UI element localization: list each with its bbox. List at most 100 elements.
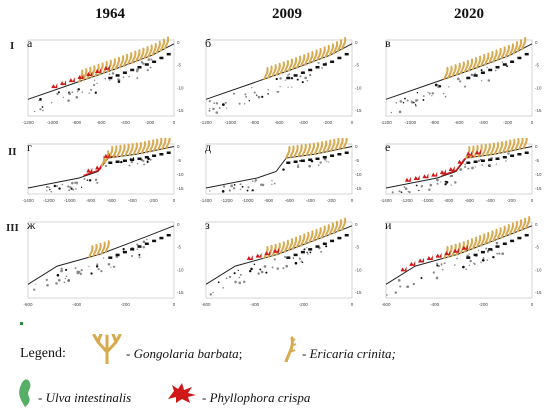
phyllophora-mark [422,173,429,179]
sediment-dot [481,164,484,166]
y-tick-label: 0 [177,222,180,227]
sediment-dot [259,268,262,271]
rock-block [488,158,493,161]
algae-mark [480,233,486,247]
sediment-dot [319,161,322,164]
sediment-dot [441,268,444,271]
sediment-dot [58,187,61,190]
x-tick-label: -400 [250,302,260,307]
sediment-dot [260,270,264,274]
sediment-dot [142,240,146,244]
sediment-dot [494,69,497,72]
algae-mark [275,62,281,76]
sediment-dot [320,250,323,253]
sediment-dot [282,267,285,270]
sediment-dot [104,77,107,80]
phyllophora-mark [246,255,253,261]
sediment-dot [128,164,131,167]
x-tick-label: -400 [121,120,131,125]
sediment-dot [55,282,58,285]
y-tick-label: -5 [177,245,181,250]
sediment-dot [456,257,459,260]
algae-mark [496,47,502,61]
algae-mark [492,49,498,63]
algae-mark [488,230,494,244]
sediment-dot [238,102,241,105]
x-tick-label: -200 [323,120,333,125]
sediment-dot [61,183,64,186]
sediment-dot [143,163,145,166]
phyllophora-mark [474,149,481,155]
sediment-dot [75,181,79,184]
ericaria-icon [284,336,297,362]
sediment-dot [239,273,242,276]
legend-sep: - [302,346,310,361]
plot-frame [27,39,175,117]
sediment-dot [75,95,79,99]
algae-mark [308,50,314,64]
sediment-dot [41,106,44,108]
algae-mark [132,142,138,156]
rock-block [510,239,515,243]
sediment-dot [294,261,298,265]
algae-mark [155,40,161,54]
algae-mark [304,52,310,66]
panel-letter: и [385,218,392,232]
sediment-dot [399,100,403,103]
algae-mark [492,228,498,242]
sediment-dot [136,243,139,246]
sediment-dot [122,247,125,251]
x-tick-label: -600 [454,120,464,125]
x-tick-label: -1000 [64,198,76,203]
sediment-dot [404,97,406,100]
sediment-dot [501,252,505,256]
algae-mark [112,145,118,159]
sediment-dot [326,160,328,163]
sediment-dot [398,190,401,193]
rock-block [130,248,135,251]
sediment-dot [317,61,320,64]
sediment-dot [56,273,60,277]
sediment-dot [67,99,70,102]
algae-mark [275,242,281,256]
sediment-dot [81,91,84,93]
profile-highlight [83,155,116,177]
profile-panel: -1200 -1000 -800 -600 -400 -200 0 0 -5 -10 -15 а [22,34,192,130]
sediment-dot [403,186,406,188]
rock-block [510,154,515,157]
sediment-dot [296,78,299,81]
phyllophora-mark [404,176,411,182]
rock-block [137,245,142,248]
algae-mark [500,225,506,239]
sediment-dot [463,85,467,88]
sediment-dot [296,165,300,169]
algae-mark [493,142,500,156]
rock-block [495,245,500,248]
sediment-dot [97,268,100,271]
rock-block [466,76,471,80]
sediment-dot [88,179,92,182]
sediment-dot [138,256,141,259]
rock-block [495,65,500,69]
panel-letter: ж [27,218,36,232]
phyllophora-mark [418,257,425,263]
sediment-dot [287,74,289,76]
profile-plot: -1400 -1200 -1000 -800 -600 -400 -200 0 0 -5 -10 -1… [22,138,184,203]
sediment-dot [208,109,211,112]
sediment-dot [398,110,402,114]
sediment-dot [416,92,419,94]
sediment-dot [77,88,80,91]
sediment-dot [299,75,302,78]
algae-mark [287,238,294,252]
rock-block [466,256,471,259]
profile-plot: -600 -400 -200 0 0 -5 -10 -15 [381,216,542,307]
rock-block [159,236,164,240]
sediment-dot [444,180,447,183]
profile-plot: -1400 -1200 -1000 -800 -600 -400 -200 0 0 -5 -10 -1… [380,138,542,203]
x-tick-label: -200 [145,120,155,125]
algae-mark [332,41,339,55]
sediment-dot [287,86,289,88]
algae-mark [459,61,465,75]
sediment-dot [428,188,431,191]
sediment-dot [271,179,273,182]
